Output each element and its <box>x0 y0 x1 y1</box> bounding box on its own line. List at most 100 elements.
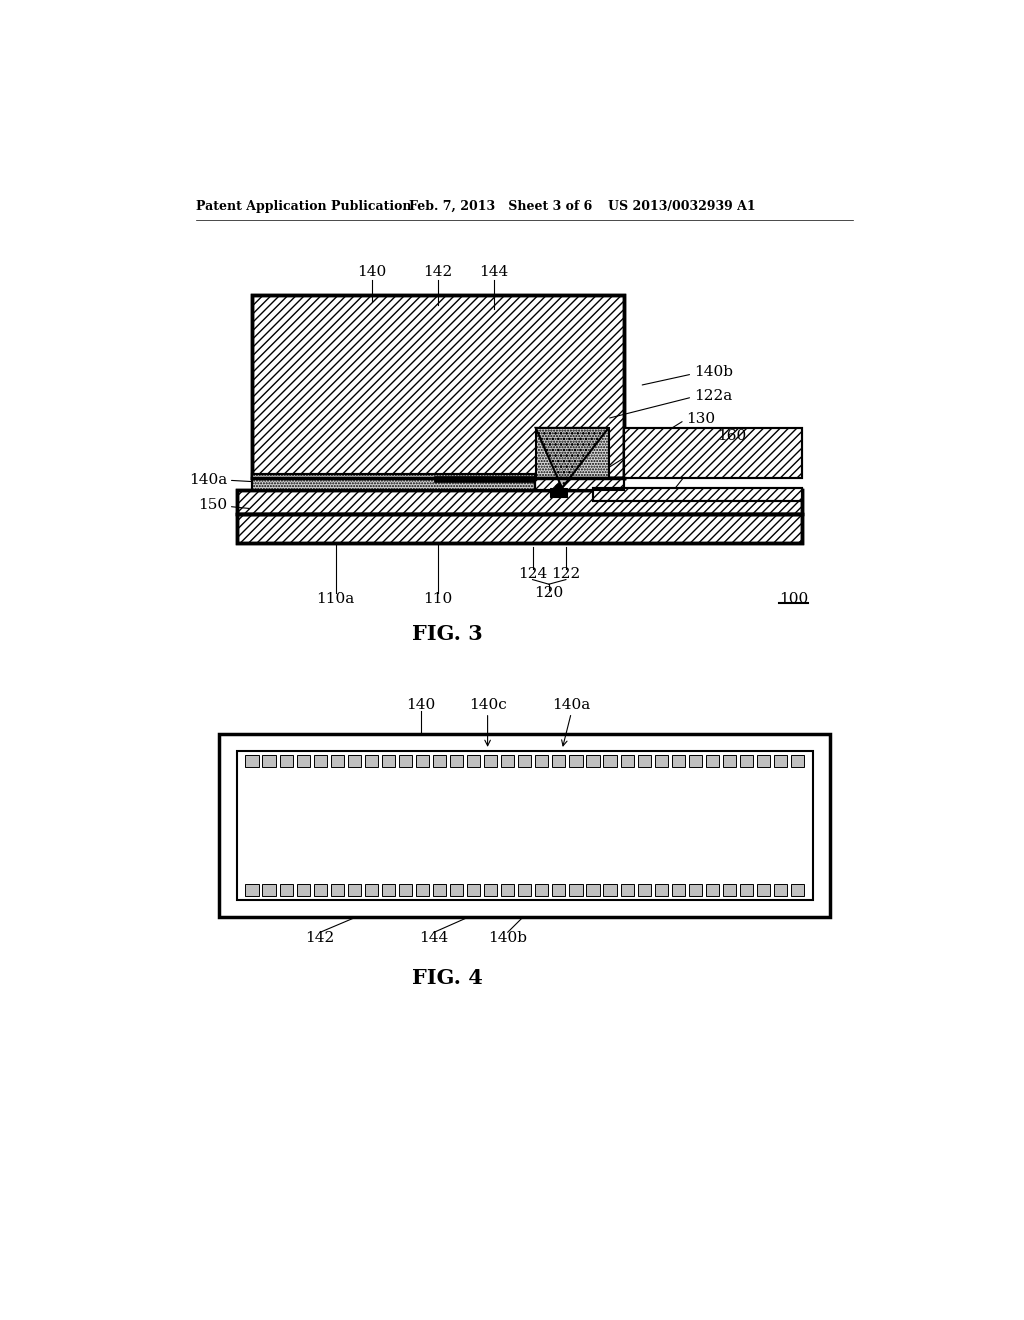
Bar <box>331 884 344 896</box>
Bar <box>672 884 685 896</box>
Bar <box>740 755 753 767</box>
Bar <box>550 488 567 498</box>
Bar <box>252 296 624 478</box>
Bar <box>593 488 802 502</box>
Bar <box>593 488 802 502</box>
Bar <box>416 755 429 767</box>
Text: Patent Application Publication: Patent Application Publication <box>197 199 412 213</box>
Bar <box>672 755 685 767</box>
Bar <box>467 755 480 767</box>
Bar <box>297 884 309 896</box>
Bar <box>237 751 813 900</box>
Bar <box>518 755 531 767</box>
Bar <box>535 478 624 490</box>
Text: 140b: 140b <box>693 366 733 379</box>
Bar <box>313 755 327 767</box>
Bar <box>262 884 275 896</box>
Bar <box>434 477 535 482</box>
Bar <box>536 428 608 478</box>
Text: 130: 130 <box>686 412 715 425</box>
Bar <box>237 515 802 544</box>
Bar <box>348 755 360 767</box>
Bar <box>740 884 753 896</box>
Bar <box>399 884 412 896</box>
Bar <box>624 428 802 478</box>
Text: 110a: 110a <box>316 591 355 606</box>
Bar <box>365 755 378 767</box>
Bar <box>791 755 804 767</box>
Bar <box>552 884 565 896</box>
Bar <box>237 515 802 544</box>
Bar <box>654 884 668 896</box>
Text: FIG. 4: FIG. 4 <box>412 969 482 989</box>
Bar <box>723 755 736 767</box>
Bar <box>433 755 446 767</box>
Text: 124: 124 <box>518 568 547 581</box>
Bar <box>723 884 736 896</box>
Bar <box>603 884 616 896</box>
Text: 140b: 140b <box>488 931 527 945</box>
Bar <box>569 755 583 767</box>
Bar <box>252 474 535 490</box>
Bar <box>262 755 275 767</box>
Bar <box>501 884 514 896</box>
Polygon shape <box>536 428 608 488</box>
Text: 140: 140 <box>357 265 387 280</box>
Bar <box>689 755 701 767</box>
Bar <box>252 296 624 478</box>
Text: 140a: 140a <box>189 474 227 487</box>
Bar <box>237 515 802 544</box>
Circle shape <box>555 484 562 491</box>
Text: 160: 160 <box>717 429 746 442</box>
Text: 110: 110 <box>423 591 453 606</box>
Bar <box>237 490 802 515</box>
Bar <box>593 488 802 502</box>
Bar <box>536 884 549 896</box>
Bar <box>252 296 624 478</box>
Bar <box>654 755 668 767</box>
Bar <box>433 884 446 896</box>
Bar <box>252 474 535 490</box>
Text: 140: 140 <box>407 698 435 711</box>
Bar <box>587 884 600 896</box>
Bar <box>535 478 624 490</box>
Text: 122: 122 <box>551 568 581 581</box>
Bar <box>237 490 802 515</box>
Bar <box>399 755 412 767</box>
Bar <box>297 755 309 767</box>
Bar <box>280 755 293 767</box>
Bar <box>621 884 634 896</box>
Text: 140a: 140a <box>552 698 591 711</box>
Bar <box>624 428 802 478</box>
Text: FIG. 3: FIG. 3 <box>412 624 482 644</box>
Text: Feb. 7, 2013   Sheet 3 of 6: Feb. 7, 2013 Sheet 3 of 6 <box>409 199 592 213</box>
Bar <box>246 884 259 896</box>
Bar <box>416 884 429 896</box>
Text: 142: 142 <box>305 931 335 945</box>
Text: 120: 120 <box>535 586 563 601</box>
Bar <box>587 755 600 767</box>
Text: 142: 142 <box>423 265 453 280</box>
Text: 144: 144 <box>479 265 509 280</box>
Bar <box>638 884 650 896</box>
Bar <box>774 755 787 767</box>
Bar <box>689 884 701 896</box>
Bar <box>774 884 787 896</box>
Bar <box>219 734 830 917</box>
Bar <box>603 755 616 767</box>
Bar <box>536 428 608 478</box>
Text: 122a: 122a <box>693 388 732 403</box>
Text: 150: 150 <box>198 498 227 512</box>
Bar <box>237 490 802 515</box>
Text: 100: 100 <box>779 591 808 606</box>
Bar <box>501 755 514 767</box>
Bar <box>536 755 549 767</box>
Bar <box>569 884 583 896</box>
Bar <box>450 755 463 767</box>
Bar <box>621 755 634 767</box>
Bar <box>365 884 378 896</box>
Bar <box>757 755 770 767</box>
Bar <box>791 884 804 896</box>
Bar <box>348 884 360 896</box>
Bar <box>484 884 498 896</box>
